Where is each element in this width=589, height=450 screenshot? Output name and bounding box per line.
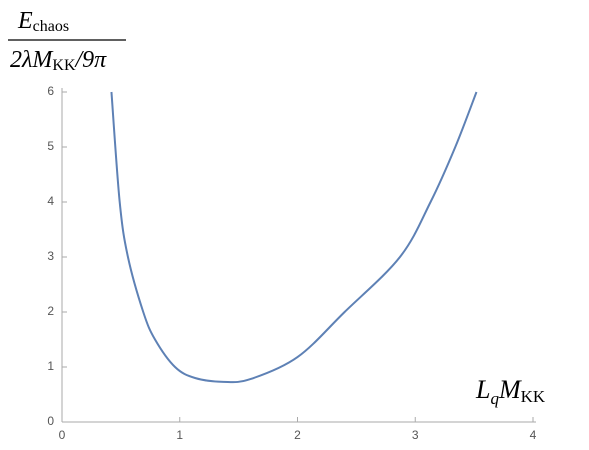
y-label-part: chaos — [33, 18, 69, 35]
x-tick-label: 3 — [412, 428, 419, 442]
y-label-numerator: Echaos — [17, 8, 69, 35]
y-label-part: KK — [52, 57, 76, 74]
x-label-part: q — [490, 389, 499, 408]
x-tick-label: 2 — [294, 428, 301, 442]
y-tick-label: 4 — [47, 194, 54, 208]
y-label-part: /9π — [74, 47, 108, 73]
y-tick-label: 2 — [47, 304, 54, 318]
curve — [110, 91, 478, 384]
x-label: LqMKK — [475, 375, 546, 408]
x-label-part: M — [498, 375, 522, 404]
x-label-part: KK — [521, 387, 546, 406]
x-label-part: L — [475, 375, 490, 404]
y-tick-label: 6 — [47, 84, 54, 98]
y-tick-label: 3 — [47, 249, 54, 263]
y-label-denominator: 2λMKK/9π — [10, 47, 107, 74]
x-tick-label: 1 — [176, 428, 183, 442]
y-label-part: 2λM — [10, 47, 54, 73]
x-tick-label: 0 — [59, 428, 66, 442]
y-tick-label: 1 — [47, 359, 54, 373]
x-tick-label: 4 — [530, 428, 537, 442]
y-tick-label: 0 — [47, 414, 54, 428]
y-label-part: E — [17, 8, 33, 34]
y-tick-label: 5 — [47, 139, 54, 153]
